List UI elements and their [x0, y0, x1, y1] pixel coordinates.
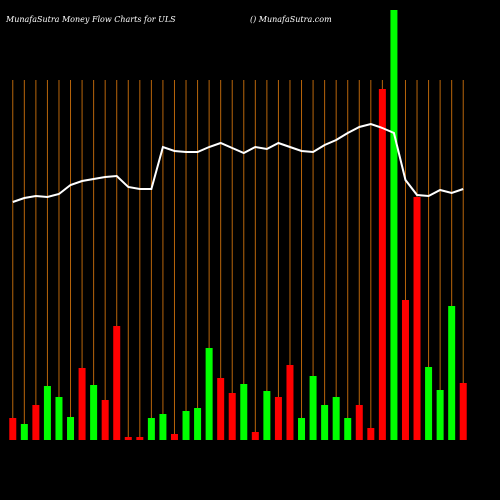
bar [321, 405, 329, 440]
bar [332, 397, 340, 440]
bar [101, 400, 109, 440]
bar [194, 408, 202, 440]
chart-title: MunafaSutra Money Flow Charts for ULS [5, 15, 176, 24]
bar [367, 428, 375, 440]
bar [124, 437, 132, 440]
bar [344, 418, 352, 440]
bar [436, 390, 444, 440]
bar [205, 348, 213, 440]
bar [20, 424, 28, 440]
bar [9, 418, 17, 440]
bar [263, 391, 271, 440]
money-flow-line [12, 122, 464, 203]
bar [67, 417, 75, 440]
bar [251, 432, 259, 440]
bar [413, 197, 421, 440]
bar [274, 397, 282, 440]
bar [309, 376, 317, 440]
bar [78, 368, 86, 440]
bar [159, 414, 167, 440]
bar [136, 437, 144, 440]
bar [355, 405, 363, 440]
bar [217, 378, 225, 440]
bar [113, 326, 121, 440]
bar [459, 383, 467, 440]
bar [378, 89, 386, 440]
bar [182, 411, 190, 440]
bar [228, 393, 236, 440]
bar [170, 434, 178, 440]
bar [401, 300, 409, 440]
bar [43, 386, 51, 440]
bar [55, 397, 63, 440]
bar [90, 385, 98, 440]
bar [390, 10, 398, 440]
bar [147, 418, 155, 440]
bar [448, 306, 456, 440]
bar [425, 367, 433, 440]
bar [298, 418, 306, 440]
chart-subtitle: () MunafaSutra.com [250, 15, 332, 24]
bar [286, 365, 294, 440]
bar [240, 384, 248, 440]
bar [32, 405, 40, 440]
